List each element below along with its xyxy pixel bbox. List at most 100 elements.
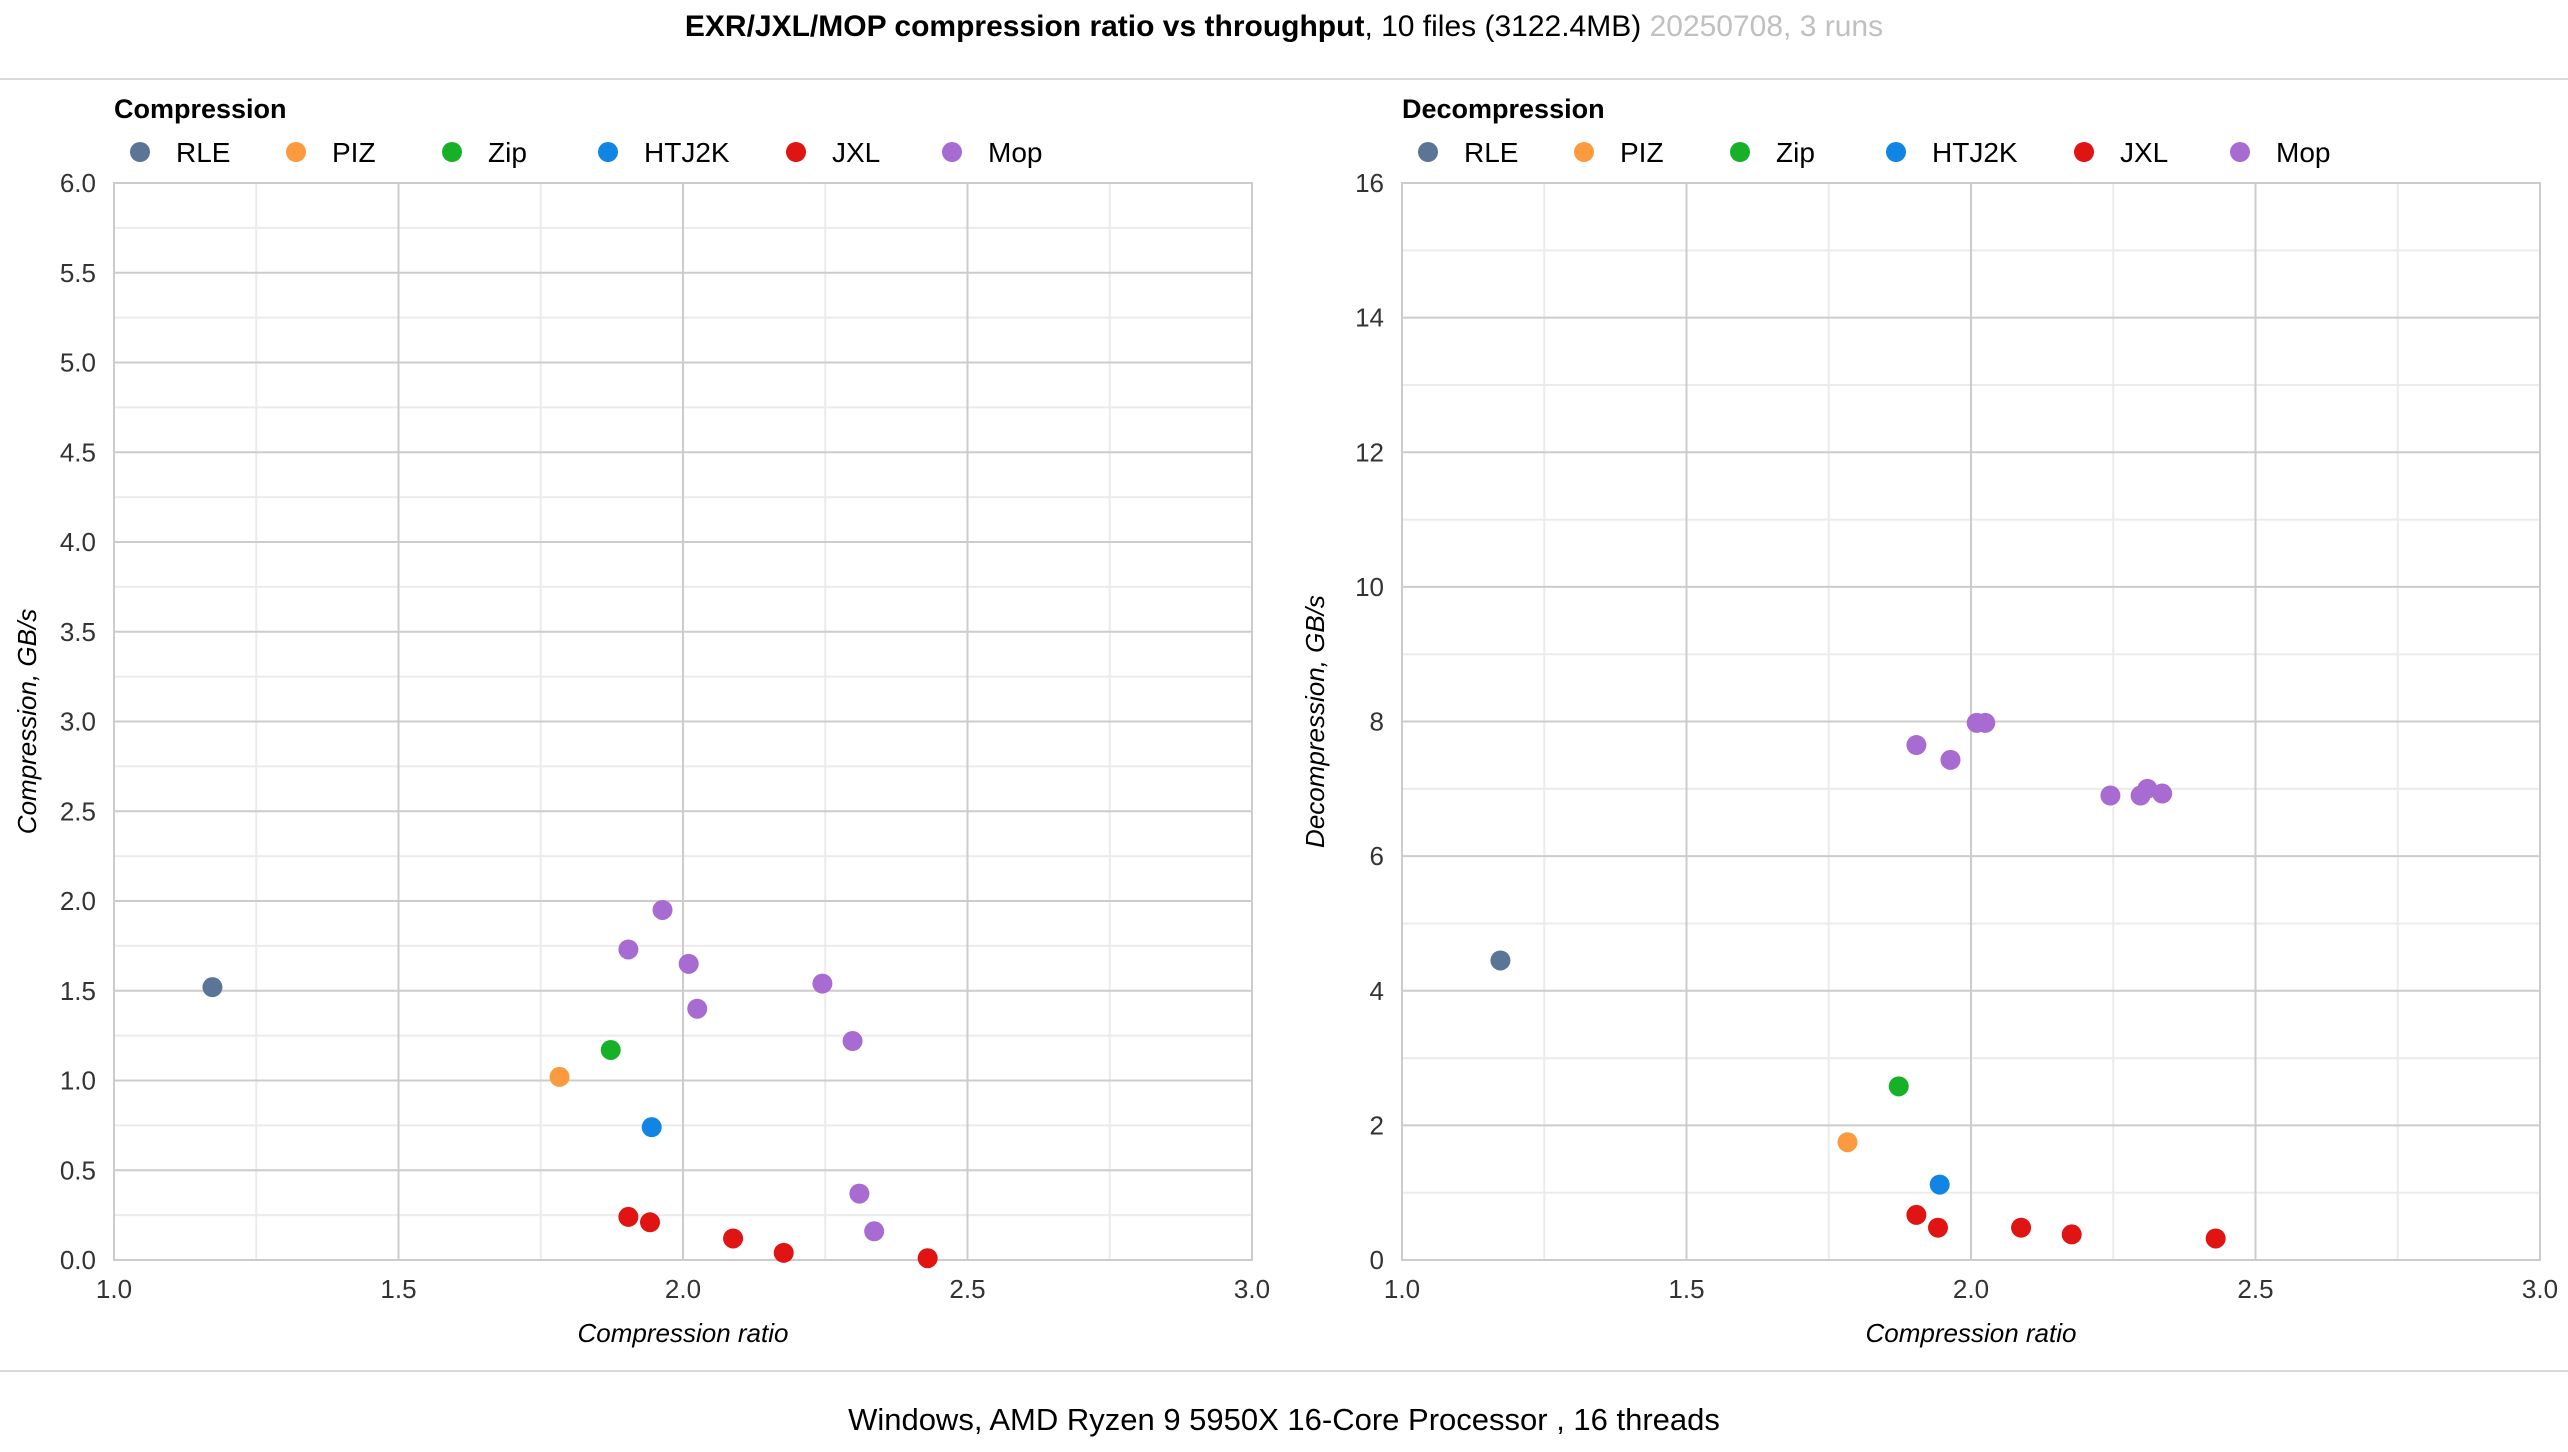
- legend-item-htj2k: HTJ2K: [1886, 137, 2018, 168]
- data-point-rle: [1490, 950, 1511, 971]
- data-point-jxl: [1906, 1204, 1927, 1225]
- data-point-jxl: [1927, 1217, 1948, 1238]
- legend-label-rle: RLE: [1464, 137, 1518, 168]
- y-axis-title: Decompression, GB/s: [1300, 595, 1330, 848]
- x-tick-label: 3.0: [2522, 1274, 2558, 1304]
- y-tick-label: 6: [1370, 841, 1384, 871]
- data-point-mop: [842, 1031, 863, 1052]
- plot-frame: [1401, 182, 2541, 1261]
- legend-label-piz: PIZ: [1620, 137, 1664, 168]
- legend-item-zip: Zip: [1730, 137, 1815, 168]
- chart-title: Decompression: [1402, 94, 1605, 124]
- header: EXR/JXL/MOP compression ratio vs through…: [0, 0, 2568, 80]
- y-tick-label: 0.5: [60, 1155, 96, 1185]
- y-tick-label: 4.5: [60, 437, 96, 467]
- data-point-mop: [812, 973, 833, 994]
- x-axis-title: Compression ratio: [1866, 1318, 2077, 1348]
- y-tick-label: 5.5: [60, 258, 96, 288]
- page-title: EXR/JXL/MOP compression ratio vs through…: [0, 10, 2568, 44]
- data-point-rle: [202, 977, 223, 998]
- data-point-mop: [864, 1221, 885, 1242]
- chart-title: Compression: [114, 94, 287, 124]
- data-point-jxl: [2061, 1224, 2082, 1245]
- data-point-mop: [2152, 783, 2173, 804]
- legend-item-jxl: JXL: [786, 137, 880, 168]
- data-point-zip: [600, 1039, 621, 1060]
- plot-frame: [113, 182, 1253, 1261]
- y-tick-label: 2.5: [60, 796, 96, 826]
- y-tick-label: 6.0: [60, 168, 96, 198]
- y-tick-label: 8: [1370, 707, 1384, 737]
- legend-label-htj2k: HTJ2K: [644, 137, 730, 168]
- x-tick-label: 2.0: [665, 1274, 701, 1304]
- legend-marker-zip: [442, 142, 462, 162]
- y-tick-label: 4.0: [60, 527, 96, 557]
- title-detail: , 10 files (3122.4MB): [1364, 10, 1642, 43]
- title-date-runs: 20250708, 3 runs: [1641, 10, 1884, 43]
- data-point-mop: [678, 953, 699, 974]
- legend-item-mop: Mop: [942, 137, 1042, 168]
- legend-marker-mop: [942, 142, 962, 162]
- data-point-jxl: [917, 1248, 938, 1269]
- legend-item-rle: RLE: [1418, 137, 1518, 168]
- x-tick-label: 1.0: [96, 1274, 132, 1304]
- y-axis-title: Compression, GB/s: [12, 609, 42, 834]
- data-point-mop: [2100, 785, 2121, 806]
- footer-divider: [0, 1370, 2568, 1372]
- y-tick-label: 3.5: [60, 617, 96, 647]
- y-tick-label: 1.0: [60, 1066, 96, 1096]
- data-point-zip: [1888, 1076, 1909, 1097]
- legend-label-zip: Zip: [488, 137, 527, 168]
- decompression-chart: 0 2 4 6 8 10 12 14 16 1.0 1.5 2.0 2.5 3.0 Decompressio…: [1300, 94, 2558, 1348]
- data-point-jxl: [618, 1206, 639, 1227]
- legend-marker-htj2k: [1886, 142, 1906, 162]
- legend-item-mop: Mop: [2230, 137, 2330, 168]
- legend-item-htj2k: HTJ2K: [598, 137, 730, 168]
- data-point-htj2k: [641, 1117, 662, 1138]
- data-point-mop: [849, 1183, 870, 1204]
- data-point-piz: [549, 1066, 570, 1087]
- data-point-mop: [687, 998, 708, 1019]
- data-point-jxl: [639, 1212, 660, 1233]
- x-tick-label: 3.0: [1234, 1274, 1270, 1304]
- y-tick-label: 2.0: [60, 886, 96, 916]
- y-tick-label: 10: [1355, 572, 1384, 602]
- legend-label-rle: RLE: [176, 137, 230, 168]
- data-point-jxl: [723, 1228, 744, 1249]
- legend-marker-zip: [1730, 142, 1750, 162]
- y-tick-label: 14: [1355, 303, 1384, 333]
- data-point-mop: [1906, 735, 1927, 756]
- data-point-mop: [1975, 712, 1996, 733]
- legend-marker-piz: [1574, 142, 1594, 162]
- legend-label-jxl: JXL: [2120, 137, 2168, 168]
- data-point-htj2k: [1929, 1174, 1950, 1195]
- title-main: EXR/JXL/MOP compression ratio vs through…: [684, 10, 1365, 43]
- legend-marker-piz: [286, 142, 306, 162]
- x-tick-label: 2.5: [949, 1274, 985, 1304]
- x-tick-label: 2.0: [1953, 1274, 1989, 1304]
- data-point-mop: [652, 899, 673, 920]
- legend-item-jxl: JXL: [2074, 137, 2168, 168]
- legend-marker-mop: [2230, 142, 2250, 162]
- legend-item-piz: PIZ: [1574, 137, 1664, 168]
- legend-marker-htj2k: [598, 142, 618, 162]
- y-tick-label: 4: [1370, 976, 1384, 1006]
- y-tick-label: 3.0: [60, 707, 96, 737]
- data-point-jxl: [2205, 1228, 2226, 1249]
- legend-marker-jxl: [2074, 142, 2094, 162]
- data-point-mop: [618, 939, 639, 960]
- data-point-mop: [1940, 749, 1961, 770]
- legend-marker-rle: [130, 142, 150, 162]
- y-tick-label: 12: [1355, 437, 1384, 467]
- legend-label-mop: Mop: [2276, 137, 2330, 168]
- data-point-piz: [1837, 1132, 1858, 1153]
- x-tick-label: 2.5: [2237, 1274, 2273, 1304]
- y-tick-label: 2: [1370, 1110, 1384, 1140]
- legend-marker-jxl: [786, 142, 806, 162]
- legend-label-zip: Zip: [1776, 137, 1815, 168]
- legend-label-htj2k: HTJ2K: [1932, 137, 2018, 168]
- data-point-jxl: [773, 1242, 794, 1263]
- x-tick-label: 1.5: [1668, 1274, 1704, 1304]
- legend-label-jxl: JXL: [832, 137, 880, 168]
- x-axis-title: Compression ratio: [578, 1318, 789, 1348]
